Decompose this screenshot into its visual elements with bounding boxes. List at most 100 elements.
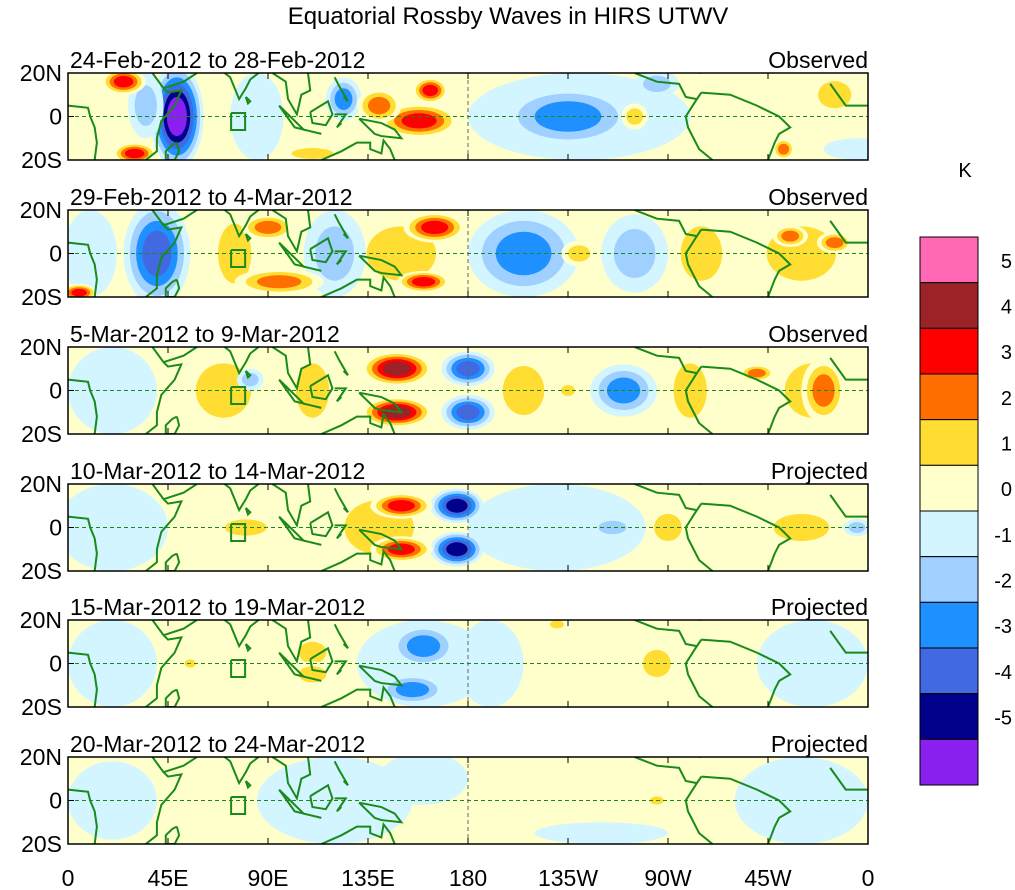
- y-tick-label: 20N: [20, 197, 62, 223]
- anomaly-region: [406, 635, 441, 657]
- anomaly-region: [818, 81, 852, 109]
- coastline: [164, 141, 181, 160]
- anomaly-contours: [68, 757, 868, 844]
- coastline: [334, 524, 348, 540]
- panels: 20N 0 20S 24-Feb-2012 to 28-Feb-2012 Observe…: [20, 47, 869, 857]
- coastlines: [68, 210, 868, 297]
- anomaly-region: [230, 73, 284, 160]
- x-tick-label: 135W: [538, 865, 598, 890]
- coastline: [320, 137, 396, 160]
- coastline: [230, 386, 247, 405]
- coastline: [303, 539, 322, 546]
- x-axis: 0 45E 90E 135E 180 135W 90W 45W 0: [62, 865, 875, 890]
- coastline: [244, 370, 252, 380]
- x-tick-label: 0: [862, 865, 875, 890]
- x-tick-label: 45E: [148, 865, 189, 890]
- y-tick-label: 0: [49, 651, 62, 677]
- coastline: [701, 91, 792, 160]
- coastline: [163, 484, 198, 501]
- panel-status: Observed: [768, 184, 868, 210]
- anomaly-region: [291, 148, 334, 159]
- colorbar-units: K: [958, 160, 972, 182]
- panel-status: Observed: [768, 321, 868, 347]
- coastline: [333, 623, 349, 649]
- coastlines: [68, 757, 868, 844]
- x-tick-label: 135E: [341, 865, 395, 890]
- anomaly-region: [613, 229, 656, 278]
- coastline: [634, 757, 703, 785]
- colorbar-swatch: [919, 510, 979, 558]
- colorbar-swatch: [919, 236, 979, 284]
- coastline: [68, 378, 98, 434]
- coastline: [163, 73, 198, 90]
- colorbar-label: -2: [994, 571, 1012, 593]
- y-tick-label: 20N: [20, 607, 62, 633]
- map-panel: 20N 0 20S 20-Mar-2012 to 24-Mar-2012 Project…: [20, 731, 869, 857]
- anomaly-region: [113, 75, 134, 88]
- anomaly-region: [673, 363, 707, 418]
- anomaly-region: [379, 757, 468, 805]
- coastline: [244, 233, 252, 243]
- y-tick-label: 20N: [20, 744, 62, 770]
- coastline: [701, 775, 792, 844]
- colorbar-label: -3: [994, 616, 1012, 638]
- coastline: [333, 76, 349, 102]
- y-tick-label: 20S: [21, 694, 62, 720]
- coastline: [230, 523, 247, 542]
- anomaly-region: [534, 822, 668, 844]
- anomaly-region: [446, 542, 468, 557]
- anomaly-region: [812, 374, 835, 407]
- panel-status: Projected: [771, 731, 868, 757]
- coastline: [223, 620, 261, 649]
- coastline: [701, 365, 792, 434]
- colorbar-label: 3: [1001, 342, 1012, 364]
- coastline: [145, 210, 183, 297]
- x-tick-label: 90E: [248, 865, 289, 890]
- coastline: [271, 210, 312, 255]
- anomaly-region: [142, 230, 172, 277]
- y-tick-label: 0: [49, 104, 62, 130]
- chart-title: Equatorial Rossby Waves in HIRS UTWV: [288, 3, 729, 30]
- coastline: [164, 415, 181, 434]
- map-panel: 20N 0 20S 24-Feb-2012 to 28-Feb-2012 Observe…: [20, 47, 869, 173]
- coastline: [358, 254, 404, 277]
- coastline: [309, 646, 334, 674]
- coastline: [358, 391, 404, 414]
- y-tick-label: 0: [49, 378, 62, 404]
- colorbar-swatch: [919, 419, 979, 466]
- coastline: [320, 821, 396, 844]
- coastline: [334, 387, 348, 403]
- coastline: [145, 73, 183, 160]
- colorbar-swatch: [919, 464, 979, 512]
- coastline: [145, 757, 183, 844]
- anomaly-region: [468, 484, 646, 571]
- anomaly-region: [848, 522, 866, 533]
- coastline: [684, 782, 714, 844]
- coastline: [164, 552, 181, 571]
- coastline: [163, 757, 198, 774]
- coastline: [334, 660, 348, 676]
- coastline: [829, 357, 868, 381]
- coastline: [829, 767, 868, 791]
- coastline: [358, 117, 404, 140]
- y-tick-label: 0: [49, 241, 62, 267]
- panel-status: Observed: [768, 47, 868, 73]
- y-tick-label: 20S: [21, 284, 62, 310]
- panel-status: Projected: [771, 594, 868, 620]
- coastline: [271, 347, 312, 392]
- panel-date-range: 15-Mar-2012 to 19-Mar-2012: [70, 594, 365, 620]
- anomaly-region: [778, 143, 790, 155]
- anomaly-region: [823, 138, 868, 160]
- coastline: [68, 241, 98, 297]
- colorbar: K 5 4 3 2 1 0 -1 -2 -3 -4 -5: [919, 160, 1012, 786]
- anomaly-region: [298, 641, 327, 664]
- colorbar-swatch: [919, 556, 979, 603]
- coastline: [223, 484, 261, 513]
- anomaly-region: [654, 513, 682, 542]
- x-tick-label: 90W: [644, 865, 692, 890]
- coastline: [244, 780, 252, 790]
- y-tick-label: 20S: [21, 558, 62, 584]
- coastline: [271, 73, 312, 118]
- coastline: [829, 494, 868, 518]
- colorbar-swatch: [919, 327, 979, 375]
